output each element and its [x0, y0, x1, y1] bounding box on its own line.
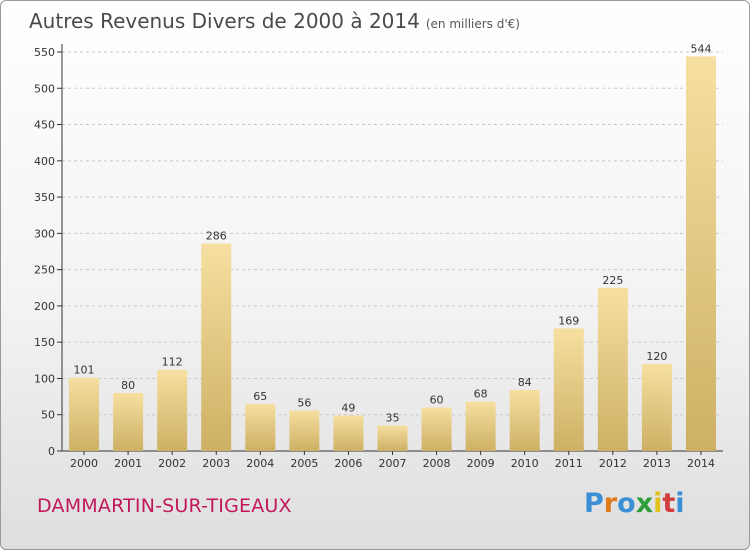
- bar: [201, 243, 232, 451]
- bar-value-label: 120: [646, 350, 667, 363]
- y-tick-label: 0: [48, 445, 55, 458]
- logo-letter: x: [635, 488, 654, 519]
- x-tick-label: 2003: [202, 457, 230, 470]
- bar: [289, 410, 320, 451]
- x-tick-label: 2005: [290, 457, 318, 470]
- y-tick-label: 150: [34, 336, 55, 349]
- bar-value-label: 49: [341, 401, 355, 414]
- bar: [157, 369, 188, 451]
- y-tick-label: 500: [34, 82, 55, 95]
- bar-value-label: 101: [74, 364, 95, 377]
- bar: [641, 363, 672, 451]
- logo-letter: t: [662, 488, 676, 519]
- logo-letter: i: [675, 488, 685, 519]
- x-tick-label: 2006: [334, 457, 362, 470]
- bar-value-label: 544: [690, 42, 711, 55]
- x-tick-label: 2011: [555, 457, 583, 470]
- x-tick-label: 2001: [114, 457, 142, 470]
- x-tick-label: 2014: [687, 457, 715, 470]
- bar-value-label: 112: [162, 356, 183, 369]
- bar-value-label: 286: [206, 230, 227, 243]
- bar: [421, 407, 452, 451]
- y-tick-label: 550: [34, 46, 55, 59]
- bar: [333, 415, 364, 451]
- x-tick-label: 2010: [511, 457, 539, 470]
- x-tick-label: 2009: [467, 457, 495, 470]
- logo-letter: r: [603, 488, 618, 519]
- bar: [553, 328, 584, 451]
- bar: [69, 377, 100, 451]
- bar-value-label: 65: [253, 390, 267, 403]
- bar-value-label: 56: [297, 396, 311, 409]
- chart-title-text: Autres Revenus Divers de 2000 à 2014: [29, 9, 420, 33]
- bar: [509, 390, 540, 451]
- bar-value-label: 225: [602, 274, 623, 287]
- bar: [465, 401, 496, 451]
- x-tick-label: 2008: [423, 457, 451, 470]
- bar-value-label: 80: [121, 379, 135, 392]
- bar-value-label: 169: [558, 314, 579, 327]
- logo-letter: P: [584, 488, 604, 519]
- logo-letter: i: [653, 488, 663, 519]
- y-tick-label: 50: [41, 409, 55, 422]
- y-tick-label: 350: [34, 191, 55, 204]
- y-tick-label: 100: [34, 372, 55, 385]
- chart-title: Autres Revenus Divers de 2000 à 2014 (en …: [29, 9, 520, 33]
- bar: [245, 403, 276, 451]
- logo-letter: o: [617, 488, 636, 519]
- y-tick-label: 450: [34, 119, 55, 132]
- bar: [685, 56, 716, 452]
- x-tick-label: 2004: [246, 457, 274, 470]
- bar: [377, 425, 408, 451]
- y-tick-label: 200: [34, 300, 55, 313]
- bar-value-label: 84: [518, 376, 532, 389]
- x-tick-label: 2002: [158, 457, 186, 470]
- bar-value-label: 68: [474, 388, 488, 401]
- y-tick-label: 400: [34, 155, 55, 168]
- x-tick-label: 2012: [599, 457, 627, 470]
- proxiti-logo[interactable]: Proxiti: [584, 488, 685, 519]
- x-tick-label: 2013: [643, 457, 671, 470]
- bar: [597, 287, 628, 451]
- commune-name: DAMMARTIN-SUR-TIGEAUX: [37, 495, 292, 517]
- bar: [113, 392, 144, 451]
- bar-value-label: 60: [430, 393, 444, 406]
- bar-value-label: 35: [386, 412, 400, 425]
- x-tick-label: 2007: [379, 457, 407, 470]
- y-tick-label: 250: [34, 264, 55, 277]
- bar-chart: 0 50 100 150 200 250 300 350 400 450 500 550 101 2000…: [34, 42, 723, 470]
- x-tick-label: 2000: [70, 457, 98, 470]
- chart-unit: (en milliers d'€): [425, 17, 520, 31]
- y-tick-label: 300: [34, 227, 55, 240]
